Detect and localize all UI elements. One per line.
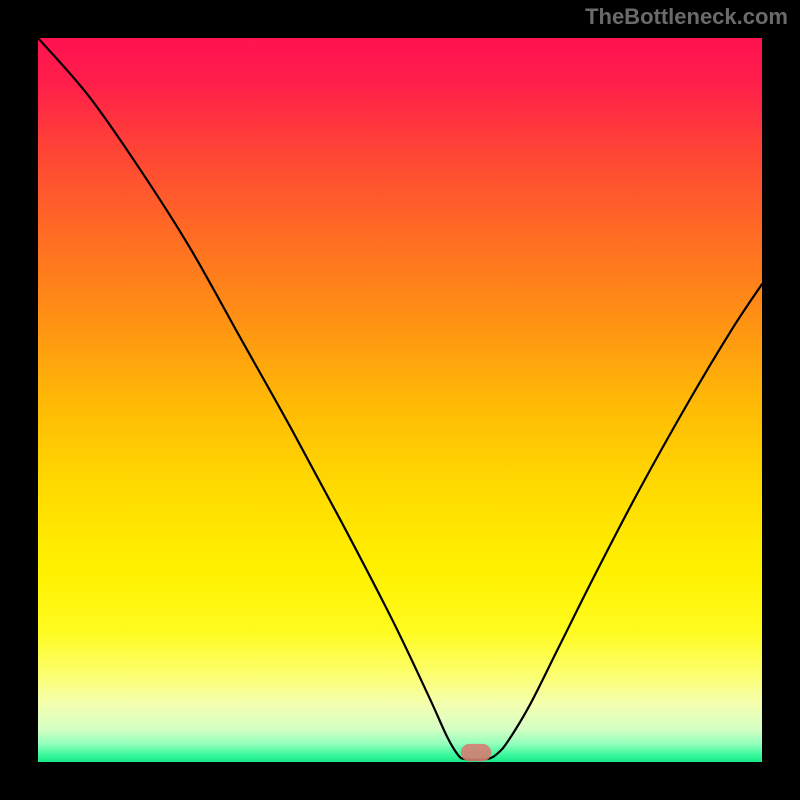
chart-container: TheBottleneck.com: [0, 0, 800, 800]
watermark-text: TheBottleneck.com: [585, 4, 788, 30]
minimum-marker: [461, 744, 491, 761]
plot-area: [38, 38, 762, 762]
gradient-background: [38, 38, 762, 762]
chart-svg: [38, 38, 762, 762]
